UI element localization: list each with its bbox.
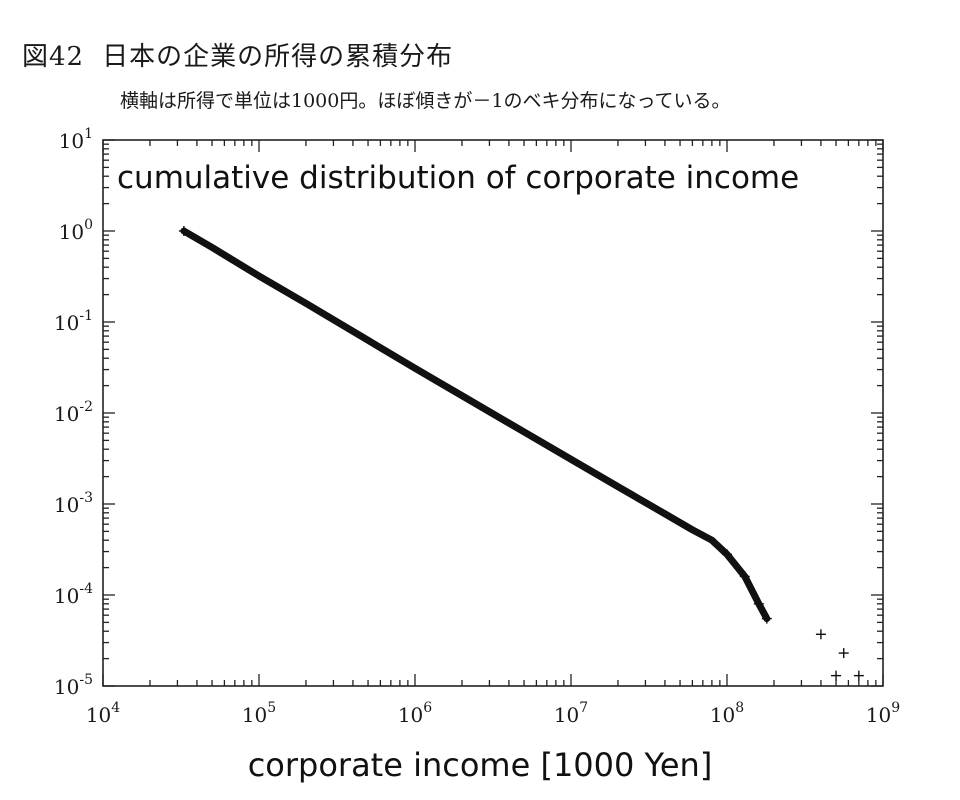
y-tick-label: 100 [59,217,93,244]
x-axis-label: corporate income [1000 Yen] [247,746,713,784]
x-tick-label: 109 [866,700,900,727]
data-point [739,571,750,582]
y-tick-label: 10-5 [54,672,93,699]
y-tick-label: 10-1 [54,308,93,335]
x-tick-label: 105 [242,700,276,727]
data-point [838,648,849,659]
data-points [178,226,864,681]
y-tick-label: 10-3 [54,490,93,517]
figure-title: 図42 日本の企業の所得の累積分布 [22,36,453,73]
y-tick-label: 10-4 [54,581,93,608]
series-line [180,227,771,623]
x-tick-label: 107 [554,700,588,727]
chart-title: cumulative distribution of corporate inc… [113,160,804,196]
x-tick-label: 106 [398,700,432,727]
x-tick-label: 108 [710,700,744,727]
x-tick-labels: 104 105 106 107 108 109 [86,700,900,727]
data-point [753,598,764,609]
y-tick-label: 101 [59,126,93,153]
axis-ticks [102,139,884,687]
y-tick-label: 10-2 [54,399,93,426]
data-point [761,613,772,624]
figure-caption: 横軸は所得で単位は1000円。ほぼ傾きが－1のベキ分布になっている。 [120,90,731,112]
data-point [178,226,189,236]
data-point [853,670,864,681]
data-point [815,629,826,640]
y-tick-labels: 101 100 10-1 10-2 10-3 10-4 10-5 [54,126,93,699]
data-point [722,549,732,560]
figure-number: 図42 [22,42,85,72]
data-point [831,670,842,681]
figure-title-text: 日本の企業の所得の累積分布 [102,42,454,72]
x-tick-label: 104 [86,700,120,727]
